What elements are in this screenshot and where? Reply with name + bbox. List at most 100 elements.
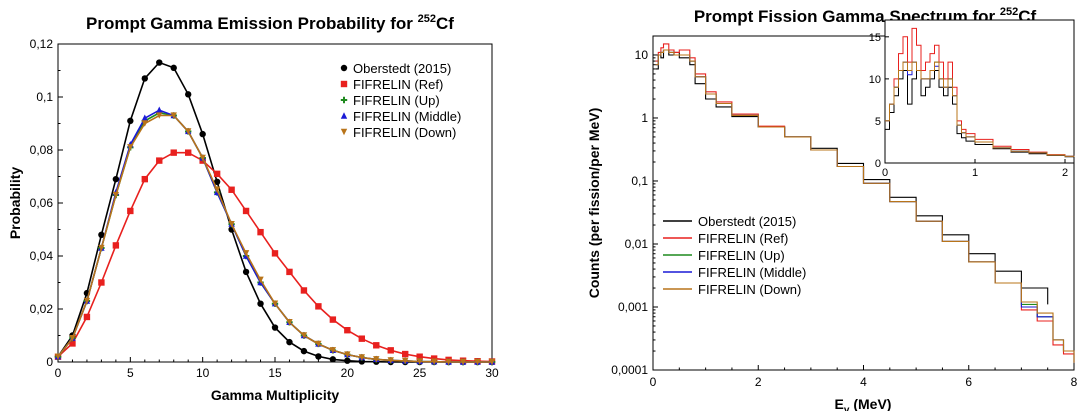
- chart2-ytick-label: 0,01: [625, 237, 649, 251]
- chart2-xtick-label: 8: [1071, 375, 1078, 389]
- inset-ytick-label: 10: [869, 74, 881, 86]
- chart1-xtick-label: 10: [196, 366, 210, 380]
- chart1-point-fifrelin-down: [127, 144, 134, 151]
- chart1-point-fifrelin-ref: [329, 316, 337, 323]
- inset-xtick-label: 2: [1062, 167, 1068, 179]
- chart1-ytick-label: 0,04: [30, 249, 54, 263]
- chart2-ylabel: Counts (per fission/per MeV): [586, 108, 602, 299]
- chart1-point-fifrelin-ref: [315, 303, 322, 310]
- chart1-ytick-label: 0,02: [30, 302, 54, 316]
- chart1-point-oberstedt-2015: [344, 357, 351, 364]
- chart2-ytick-label: 10: [635, 48, 649, 62]
- chart1-series-fifrelin-ref: [54, 149, 496, 365]
- chart1-xtick-label: 25: [413, 366, 427, 380]
- chart1-point-oberstedt-2015: [141, 75, 148, 82]
- inset-ytick-label: 15: [869, 32, 881, 44]
- chart2-legend-label: FIFRELIN (Down): [698, 282, 801, 297]
- chart1-ylabel: Probability: [7, 167, 23, 240]
- chart1-point-fifrelin-ref: [127, 207, 134, 215]
- inset-xtick-label: 1: [972, 167, 978, 179]
- chart2-line-fifrelin-down: [655, 49, 1075, 363]
- chart1-point-fifrelin-down: [156, 112, 163, 119]
- chart-emission-probability: Prompt Gamma Emission Probability for 25…: [7, 13, 499, 403]
- inset-plot-area: [884, 19, 1075, 164]
- inset-series-group: [885, 27, 1075, 158]
- chart1-axes: 0 5 10 15 20 25 30 0 0,02 0,04 0,06 0,08 0,1 0,12: [30, 37, 499, 380]
- chart2-xtick-label: 6: [965, 375, 972, 389]
- chart1-legend-marker-fifrelin-up: [340, 96, 348, 104]
- inset-axes: 0 1 2 0 5 10 15: [869, 32, 1068, 179]
- chart1-point-fifrelin-down: [358, 354, 365, 361]
- chart1-point-fifrelin-down: [474, 358, 481, 366]
- chart2-xtick-label: 0: [650, 375, 657, 389]
- chart1-point-fifrelin-ref: [373, 342, 380, 349]
- chart1-point-fifrelin-ref: [213, 170, 221, 178]
- chart1-legend-marker-fifrelin-down: [340, 128, 348, 136]
- chart1-point-fifrelin-down: [83, 297, 91, 305]
- chart1-point-fifrelin-down: [54, 353, 62, 360]
- chart1-series-fifrelin-down: [54, 112, 496, 366]
- chart1-point-fifrelin-down: [459, 358, 467, 366]
- chart1-legend-label: FIFRELIN (Up): [353, 93, 440, 108]
- chart1-point-fifrelin-down: [329, 347, 337, 354]
- chart1-ytick-label: 0,1: [36, 90, 53, 104]
- chart2-xlabel: Eγ (MeV): [835, 396, 892, 411]
- chart1-xtick-label: 5: [127, 366, 134, 380]
- chart1-legend-label: FIFRELIN (Ref): [353, 77, 443, 92]
- chart1-point-fifrelin-down: [300, 332, 308, 339]
- chart2-ytick-label: 0,001: [618, 300, 648, 314]
- inset-ytick-label: 5: [875, 116, 881, 128]
- chart1-point-oberstedt-2015: [185, 91, 192, 98]
- chart1-xtick-label: 15: [268, 366, 282, 380]
- chart1-series-group: [54, 59, 496, 366]
- chart2-ytick-label: 0,1: [631, 174, 648, 188]
- chart2-legend-label: FIFRELIN (Up): [698, 248, 785, 263]
- chart2-legend: Oberstedt (2015) FIFRELIN (Ref) FIFRELIN (…: [663, 214, 806, 297]
- chart1-point-fifrelin-ref: [344, 327, 351, 334]
- chart1-point-fifrelin-down: [416, 358, 423, 365]
- chart1-xtick-label: 0: [55, 366, 62, 380]
- chart1-legend-marker-fifrelin-up-shape: [340, 96, 348, 104]
- chart1-point-fifrelin-ref: [98, 279, 105, 286]
- chart2-legend-label: FIFRELIN (Middle): [698, 265, 806, 280]
- chart2-line-oberstedt-2015: [655, 49, 1049, 305]
- chart1-point-fifrelin-down: [286, 319, 293, 326]
- chart1-point-oberstedt-2015: [127, 117, 134, 125]
- chart1-point-oberstedt-2015: [199, 130, 206, 138]
- chart2-legend-label: Oberstedt (2015): [698, 214, 796, 229]
- chart2-series-group: [655, 43, 1075, 363]
- chart1-point-fifrelin-ref: [156, 157, 163, 164]
- chart1-legend-label: FIFRELIN (Middle): [353, 109, 461, 124]
- chart1-xlabel: Gamma Multiplicity: [211, 387, 340, 403]
- chart1-legend-label: FIFRELIN (Down): [353, 125, 456, 140]
- chart-fission-spectrum: Prompt Fission Gamma Spectrum for 252Cf …: [586, 6, 1078, 411]
- chart1-point-fifrelin-ref: [185, 149, 192, 156]
- chart1-point-oberstedt-2015: [286, 338, 293, 346]
- chart1-point-fifrelin-ref: [228, 186, 235, 193]
- chart1-point-fifrelin-down: [199, 154, 206, 162]
- chart1-point-fifrelin-down: [112, 191, 120, 199]
- chart2-inset: 0 1 2 0 5 10 15: [869, 19, 1075, 179]
- chart1-point-fifrelin-middle: [156, 106, 163, 113]
- chart2-legend-label: FIFRELIN (Ref): [698, 231, 788, 246]
- chart1-ytick-label: 0,12: [30, 37, 54, 51]
- chart1-ytick-label: 0: [46, 355, 53, 369]
- chart1-point-fifrelin-down: [98, 244, 105, 252]
- chart2-ytick-label: 1: [641, 111, 648, 125]
- chart1-legend: Oberstedt (2015)FIFRELIN (Ref)FIFRELIN (…: [340, 61, 461, 140]
- chart1-xtick-label: 20: [341, 366, 355, 380]
- chart1-point-oberstedt-2015: [315, 353, 322, 360]
- chart1-point-fifrelin-down: [213, 186, 221, 193]
- chart1-point-fifrelin-ref: [300, 287, 308, 294]
- chart1-point-fifrelin-down: [257, 276, 264, 284]
- chart1-point-oberstedt-2015: [242, 268, 250, 276]
- chart1-point-fifrelin-ref: [257, 228, 264, 236]
- chart1-ytick-label: 0,06: [30, 196, 54, 210]
- chart1-point-oberstedt-2015: [156, 59, 163, 66]
- chart1-xtick-label: 30: [485, 366, 499, 380]
- chart1-point-oberstedt-2015: [329, 356, 337, 363]
- chart1-point-fifrelin-down: [402, 357, 409, 365]
- chart1-point-fifrelin-down: [141, 120, 148, 127]
